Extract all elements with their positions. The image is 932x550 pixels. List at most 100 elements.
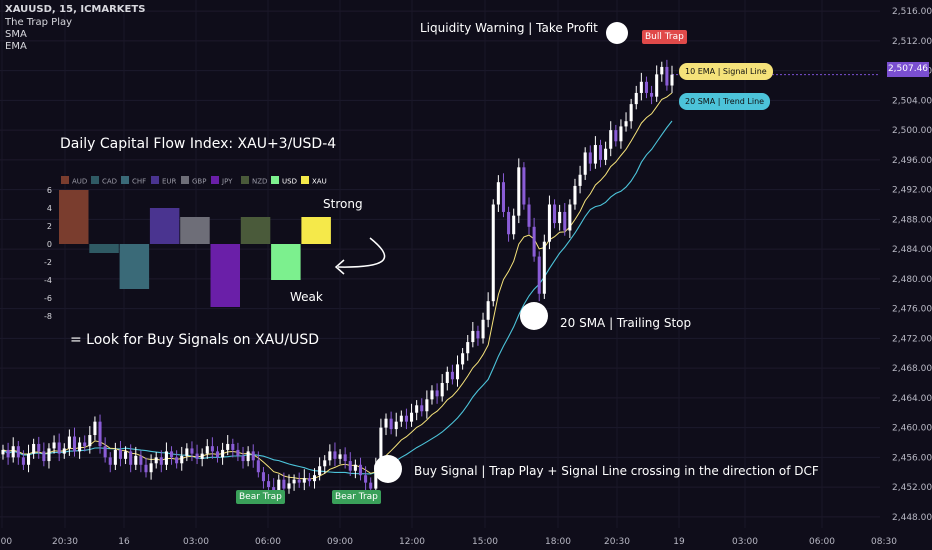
candle-body [384, 418, 388, 428]
candle-body [21, 457, 25, 465]
candle-body [292, 479, 296, 484]
candle-body [47, 448, 51, 462]
candle-body [665, 66, 669, 86]
candle-body [210, 446, 214, 452]
candle-body [246, 451, 250, 462]
candle-body [267, 481, 271, 488]
candle-body [644, 81, 648, 93]
candle-body [169, 451, 174, 458]
price-tick-label: 2,460.00 [892, 424, 932, 434]
candle-body [113, 449, 117, 465]
price-tick-label: 2,504.00 [892, 96, 932, 106]
price-tick-label: 2,496.00 [892, 156, 932, 166]
candle-body [619, 126, 623, 142]
candle-body [282, 479, 286, 489]
candle-body [231, 443, 235, 450]
legend-label-jpy: JPY [221, 178, 233, 186]
legend-swatch [181, 176, 189, 184]
candle-body [461, 353, 465, 365]
candle-body [57, 442, 61, 454]
candle-body [379, 427, 383, 465]
legend-label-eur: EUR [162, 178, 177, 186]
candle-body [420, 405, 424, 412]
candle-body [37, 443, 41, 452]
candle-body [205, 446, 209, 454]
candle-body [318, 466, 322, 476]
candle-body [614, 130, 618, 142]
candle-body [629, 104, 633, 122]
candle-body [527, 204, 531, 227]
candle-body [348, 461, 352, 471]
time-tick-label: 09:00 [327, 537, 353, 547]
candle-body [72, 436, 77, 452]
candle-body [399, 415, 403, 422]
candle-body [425, 399, 429, 412]
weak-label: Weak [290, 290, 323, 304]
candle-body [604, 148, 608, 160]
legend-label-chf: CHF [132, 178, 146, 186]
flow-bar-usd [271, 244, 301, 280]
candle-body [512, 215, 516, 235]
bear-trap-label-2: Bear Trap [332, 490, 381, 504]
price-tick-label: 2,472.00 [892, 334, 932, 344]
candle-body [16, 446, 20, 458]
flow-tick-label: -8 [44, 312, 52, 321]
price-tick-label: 2,480.00 [892, 275, 932, 285]
candle-body [215, 451, 220, 458]
candle-body [415, 405, 419, 413]
candle-body [568, 204, 572, 231]
candle-body [103, 446, 107, 458]
candle-body [588, 152, 592, 164]
candle-body [353, 464, 357, 471]
candle-body [364, 475, 368, 483]
candle-body [93, 421, 97, 436]
flow-chart-title: Daily Capital Flow Index: XAU+3/USD-4 [60, 136, 337, 152]
candle-body [185, 448, 189, 456]
legend-swatch [211, 176, 219, 184]
legend-label-gbp: GBP [192, 178, 206, 186]
candle-body [573, 185, 577, 205]
bear-trap-label-1: Bear Trap [236, 490, 285, 504]
candle-body [394, 421, 398, 430]
candle-body [445, 371, 449, 383]
candle-body [537, 256, 541, 294]
legend-swatch [271, 176, 279, 184]
indicator-ema[interactable]: EMA [5, 41, 27, 52]
flow-tick-label: 0 [47, 240, 52, 249]
candle-body [144, 464, 148, 473]
ema-signal-line-label: 10 EMA | Signal Line [679, 63, 773, 80]
legend-label-usd: USD [282, 178, 297, 186]
candle-body [660, 66, 664, 75]
candle-body [180, 455, 184, 464]
candle-body [547, 204, 551, 242]
legend-swatch [151, 176, 159, 184]
candle-body [323, 460, 327, 467]
flow-bar-jpy [210, 244, 240, 307]
candle-body [27, 453, 31, 465]
price-tick-label: 2,476.00 [892, 305, 932, 315]
price-tick-label: 2,492.00 [892, 186, 932, 196]
buy-signal-text: Buy Signal | Trap Play + Signal Line cro… [414, 464, 819, 478]
candle-body [670, 74, 674, 86]
price-axis: 2,448.00 2,452.00 2,456.00 2,460.00 2,464.00… [880, 0, 932, 550]
candlesticks [1, 59, 674, 502]
candle-body [440, 382, 444, 397]
candle-body [1, 449, 5, 455]
curve-arrow [337, 237, 386, 268]
candle-body [190, 448, 194, 454]
flow-tick-label: 2 [47, 222, 52, 231]
candle-body [159, 457, 163, 465]
candle-body [221, 449, 225, 458]
candle-body [655, 74, 659, 97]
candle-body [251, 451, 255, 461]
indicator-trap-play[interactable]: The Trap Play [5, 17, 73, 28]
flow-tick-label: -2 [44, 258, 52, 267]
candle-body [164, 451, 168, 465]
candle-body [261, 472, 265, 482]
candle-body [62, 448, 66, 454]
candle-body [118, 449, 122, 459]
candle-body [236, 449, 240, 456]
candle-body [639, 81, 643, 93]
indicator-sma[interactable]: SMA [5, 29, 27, 40]
